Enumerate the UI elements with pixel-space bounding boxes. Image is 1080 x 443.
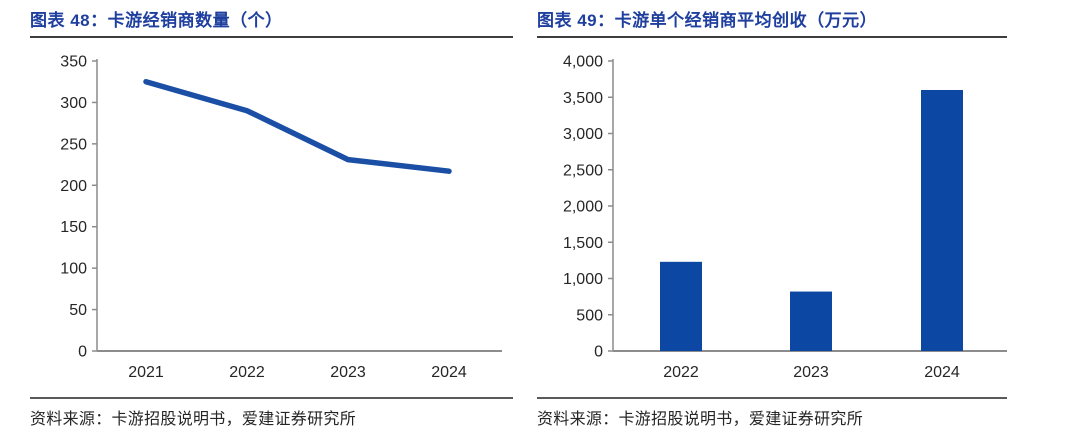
y-tick-label: 250 bbox=[60, 136, 87, 153]
line-series bbox=[143, 78, 452, 174]
bar bbox=[660, 261, 702, 351]
figure-49-title: 图表 49：卡游单个经销商平均创收（万元） bbox=[537, 10, 1007, 38]
bar bbox=[921, 90, 963, 351]
x-tick-label: 2023 bbox=[330, 364, 366, 381]
x-tick-label: 2024 bbox=[924, 364, 960, 381]
y-tick-label: 2,000 bbox=[563, 199, 603, 216]
figure-49-source: 资料来源：卡游招股说明书，爱建证券研究所 bbox=[537, 411, 864, 428]
y-tick-label: 200 bbox=[60, 178, 87, 195]
y-tick-label: 350 bbox=[60, 54, 87, 71]
y-tick-label: 2,500 bbox=[563, 162, 603, 179]
x-tick-label: 2021 bbox=[128, 364, 164, 381]
x-tick-label: 2024 bbox=[431, 364, 467, 381]
x-tick-label: 2022 bbox=[663, 364, 699, 381]
y-tick-label: 3,000 bbox=[563, 126, 603, 143]
x-tick-label: 2023 bbox=[793, 364, 829, 381]
y-tick-label: 1,500 bbox=[563, 235, 603, 252]
figure-49: 图表 49：卡游单个经销商平均创收（万元） 0 500 1,000 1,500 2,00… bbox=[537, 10, 1007, 433]
figure-48-footer: 资料来源：卡游招股说明书，爱建证券研究所 bbox=[30, 397, 513, 429]
y-tick-label: 50 bbox=[69, 302, 87, 319]
bar-chart-avg-revenue: 0 500 1,000 1,500 2,000 2,500 3,000 3,500 4,000 2… bbox=[563, 54, 1007, 381]
y-tick-label: 500 bbox=[576, 307, 603, 324]
y-tick-label: 3,500 bbox=[563, 90, 603, 107]
y-tick-label: 1,000 bbox=[563, 271, 603, 288]
figure-49-footer: 资料来源：卡游招股说明书，爱建证券研究所 bbox=[537, 397, 1007, 429]
y-tick-label: 300 bbox=[60, 95, 87, 112]
y-tick-label: 4,000 bbox=[563, 54, 603, 71]
y-tick-label: 0 bbox=[594, 344, 603, 361]
y-tick-label: 0 bbox=[78, 344, 87, 361]
figure-48-title: 图表 48：卡游经销商数量（个） bbox=[30, 10, 513, 38]
figure-48: 图表 48：卡游经销商数量（个） 0 50 100 150 200 250 300 350 20… bbox=[30, 10, 513, 433]
figure-48-source: 资料来源：卡游招股说明书，爱建证券研究所 bbox=[30, 411, 357, 428]
x-tick-label: 2022 bbox=[229, 364, 265, 381]
bar bbox=[790, 291, 832, 351]
y-tick-label: 100 bbox=[60, 261, 87, 278]
y-tick-label: 150 bbox=[60, 219, 87, 236]
line-chart-dealer-count: 0 50 100 150 200 250 300 350 2021 2022 2023 2024 bbox=[60, 54, 502, 381]
